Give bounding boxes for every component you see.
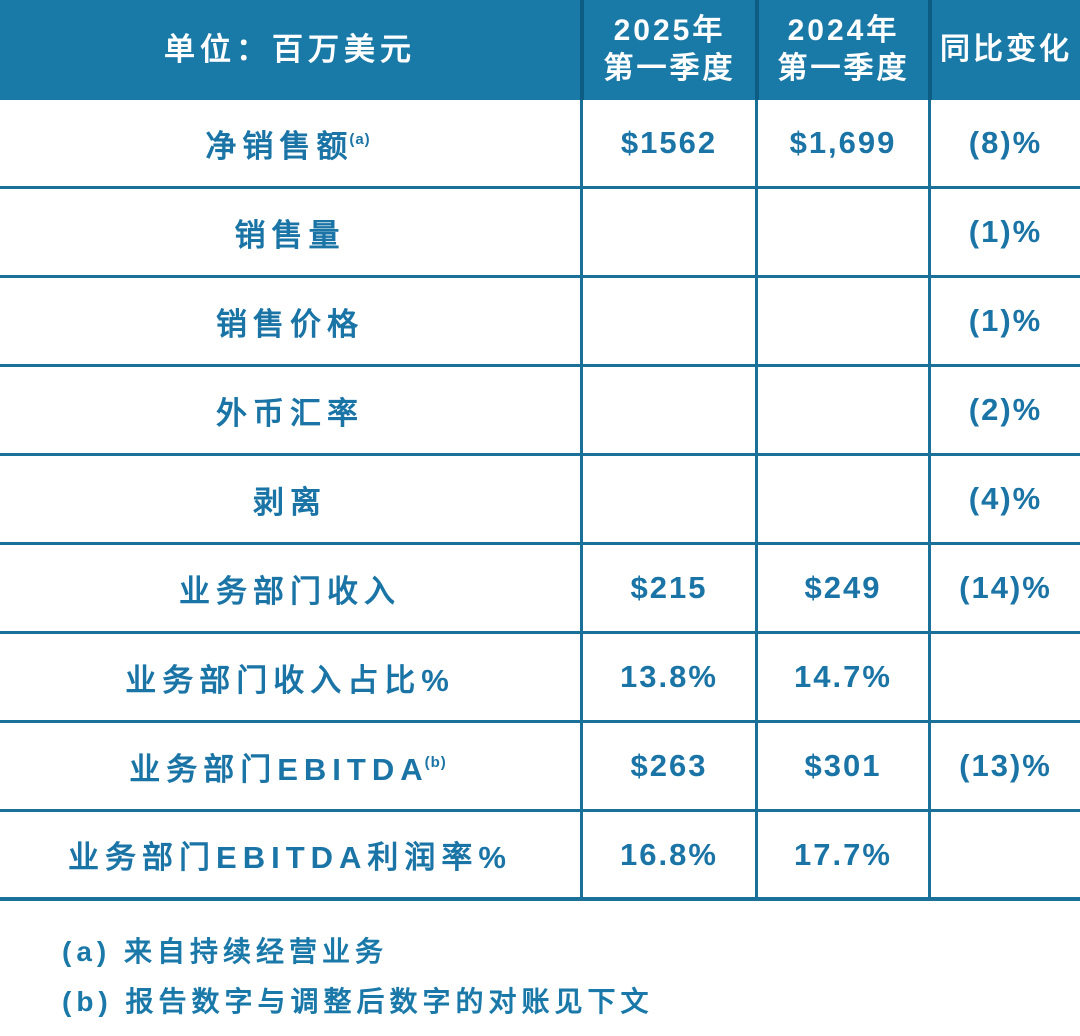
row-label-text: 净销售额 [205, 128, 354, 164]
header-2024-line2: 第一季度 [777, 52, 910, 85]
value-2025-cell [580, 456, 755, 542]
value-2024-cell: $301 [755, 723, 928, 809]
table-row: 业务部门EBITDA利润率% 16.8% 17.7% [0, 812, 1080, 901]
value-2025-cell [580, 278, 755, 364]
value-2024-cell: 14.7% [755, 634, 928, 720]
row-label-text: 剥离 [253, 484, 327, 520]
header-cell-yoy-change: 同比变化 [928, 0, 1080, 100]
header-2025-line1: 2025年 [613, 14, 726, 47]
row-label-text: 销售价格 [216, 306, 364, 342]
row-label-cell: 剥离 [0, 456, 580, 542]
header-2024-line1: 2024年 [787, 14, 900, 47]
value-2024-cell: $1,699 [755, 100, 928, 186]
yoy-change-cell [928, 812, 1080, 897]
value-2024: $249 [804, 570, 882, 605]
value-2024-cell [755, 367, 928, 453]
footnote-b: (b) 报告数字与调整后数字的对账见下文 [62, 986, 654, 1017]
yoy-change-cell: (8)% [928, 100, 1080, 186]
row-label-text: 销售量 [234, 217, 346, 253]
row-label-cell: 销售价格 [0, 278, 580, 364]
financial-summary-table: 单位：百万美元 2025年 第一季度 2024年 第一季度 同比变化 净销售额(… [0, 0, 1080, 901]
row-label: 外币汇率 [216, 388, 364, 433]
value-2025: 13.8% [620, 659, 718, 694]
yoy-change: (14)% [959, 570, 1052, 605]
header-cell-q1-2024: 2024年 第一季度 [755, 0, 928, 100]
table-row: 净销售额(a) $1562 $1,699 (8)% [0, 100, 1080, 189]
row-label: 业务部门EBITDA(b) [129, 744, 451, 789]
row-label-text: 外币汇率 [216, 395, 364, 431]
table-row: 业务部门收入占比% 13.8% 14.7% [0, 634, 1080, 723]
yoy-change: (8)% [968, 125, 1043, 160]
footnote-ref-b: (b) [424, 753, 447, 771]
value-2025-cell: $215 [580, 545, 755, 631]
value-2024-cell [755, 456, 928, 542]
row-label-text: 业务部门收入 [179, 573, 401, 609]
header-cell-q1-2025: 2025年 第一季度 [580, 0, 755, 100]
row-label: 净销售额(a) [205, 121, 374, 166]
row-label: 销售量 [235, 210, 346, 255]
footnote-a: (a) 来自持续经营业务 [62, 936, 389, 967]
value-2025: $215 [630, 570, 708, 605]
yoy-change-cell: (1)% [928, 189, 1080, 275]
table-row: 业务部门EBITDA(b) $263 $301 (13)% [0, 723, 1080, 812]
row-label: 业务部门EBITDA利润率% [68, 832, 512, 877]
row-label-cell: 业务部门EBITDA利润率% [0, 812, 580, 897]
row-label: 剥离 [253, 477, 327, 522]
yoy-change: (2)% [968, 392, 1043, 427]
value-2025-cell: 16.8% [580, 812, 755, 897]
header-2025-line2: 第一季度 [603, 52, 736, 85]
value-2024-cell: $249 [755, 545, 928, 631]
table-row: 外币汇率 (2)% [0, 367, 1080, 456]
table-row: 销售量 (1)% [0, 189, 1080, 278]
row-label-text: 业务部门EBITDA [129, 751, 429, 787]
yoy-change-cell: (1)% [928, 278, 1080, 364]
row-label: 销售价格 [216, 299, 364, 344]
value-2025-cell: 13.8% [580, 634, 755, 720]
footnotes: (a) 来自持续经营业务 (b) 报告数字与调整后数字的对账见下文 [62, 927, 1080, 1027]
yoy-change: (13)% [959, 748, 1052, 783]
yoy-change-cell: (2)% [928, 367, 1080, 453]
value-2024: $301 [804, 748, 882, 783]
table-row: 业务部门收入 $215 $249 (14)% [0, 545, 1080, 634]
row-label-cell: 外币汇率 [0, 367, 580, 453]
row-label: 业务部门收入 [179, 566, 401, 611]
yoy-change-cell: (14)% [928, 545, 1080, 631]
yoy-change: (1)% [968, 303, 1043, 338]
table-header-row: 单位：百万美元 2025年 第一季度 2024年 第一季度 同比变化 [0, 0, 1080, 100]
row-label-cell: 业务部门收入 [0, 545, 580, 631]
yoy-change-cell: (4)% [928, 456, 1080, 542]
row-label-cell: 销售量 [0, 189, 580, 275]
header-cell-unit: 单位：百万美元 [0, 0, 580, 100]
value-2025-cell: $1562 [580, 100, 755, 186]
value-2025-cell [580, 367, 755, 453]
yoy-change: (4)% [968, 481, 1043, 516]
row-label-text: 业务部门收入占比% [125, 662, 455, 698]
value-2024-cell [755, 278, 928, 364]
footnote-ref-a: (a) [349, 130, 371, 148]
value-2025: $263 [630, 748, 708, 783]
table-row: 剥离 (4)% [0, 456, 1080, 545]
value-2024-cell: 17.7% [755, 812, 928, 897]
table-row: 销售价格 (1)% [0, 278, 1080, 367]
yoy-change: (1)% [968, 214, 1043, 249]
value-2025-cell: $263 [580, 723, 755, 809]
row-label-cell: 净销售额(a) [0, 100, 580, 186]
row-label-cell: 业务部门EBITDA(b) [0, 723, 580, 809]
yoy-change-cell [928, 634, 1080, 720]
value-2025: 16.8% [620, 836, 718, 872]
row-label: 业务部门收入占比% [125, 655, 455, 700]
value-2024: 17.7% [794, 836, 892, 872]
row-label-text: 业务部门EBITDA利润率% [68, 840, 512, 875]
value-2024: $1,699 [789, 125, 897, 160]
unit-label: 单位：百万美元 [164, 32, 416, 67]
value-2024: 14.7% [794, 659, 892, 694]
header-change-label: 同比变化 [940, 33, 1072, 66]
yoy-change-cell: (13)% [928, 723, 1080, 809]
value-2024-cell [755, 189, 928, 275]
value-2025: $1562 [620, 125, 718, 160]
value-2025-cell [580, 189, 755, 275]
row-label-cell: 业务部门收入占比% [0, 634, 580, 720]
